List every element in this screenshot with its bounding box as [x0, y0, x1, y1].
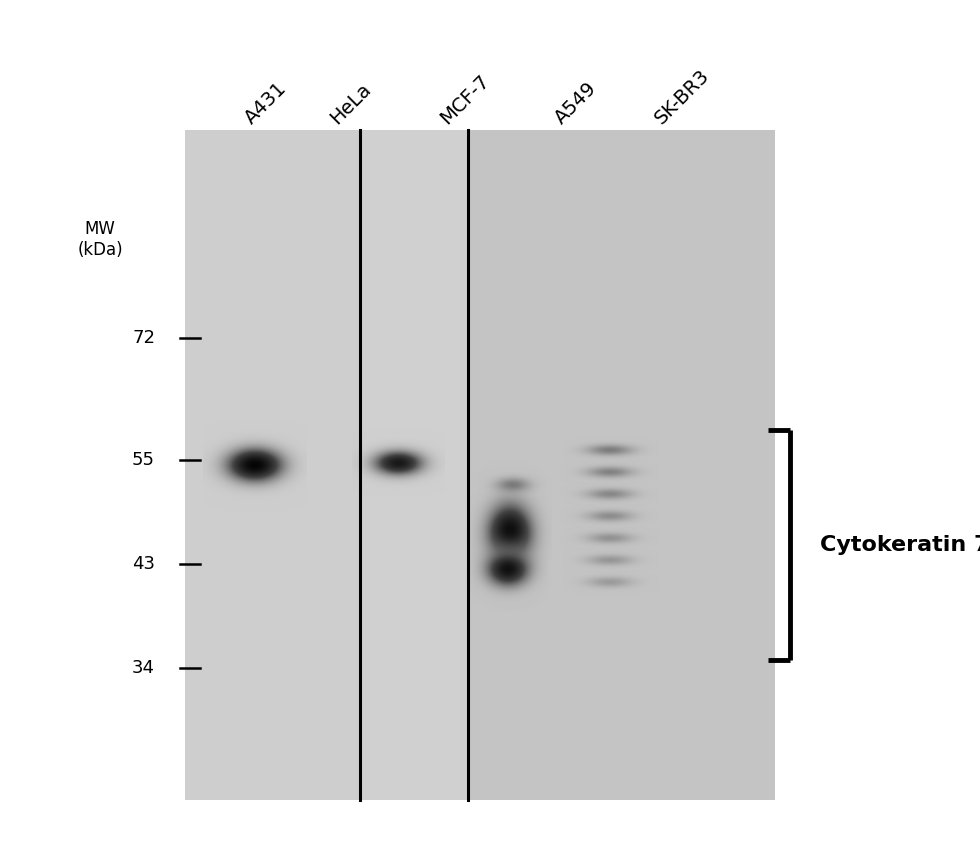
Text: Cytokeratin 7: Cytokeratin 7 [820, 535, 980, 555]
Bar [468, 130, 775, 800]
Text: HeLa: HeLa [326, 80, 374, 128]
Text: 72: 72 [132, 329, 155, 347]
Text: 43: 43 [132, 555, 155, 573]
Text: 34: 34 [132, 659, 155, 677]
Text: A431: A431 [241, 79, 291, 128]
Text: SK-BR3: SK-BR3 [652, 66, 713, 128]
Text: A549: A549 [552, 78, 601, 128]
Bar [185, 130, 360, 800]
Text: 55: 55 [132, 451, 155, 469]
Bar [360, 130, 468, 800]
Text: MCF-7: MCF-7 [436, 71, 493, 128]
Text: MW
(kDa): MW (kDa) [77, 220, 122, 259]
